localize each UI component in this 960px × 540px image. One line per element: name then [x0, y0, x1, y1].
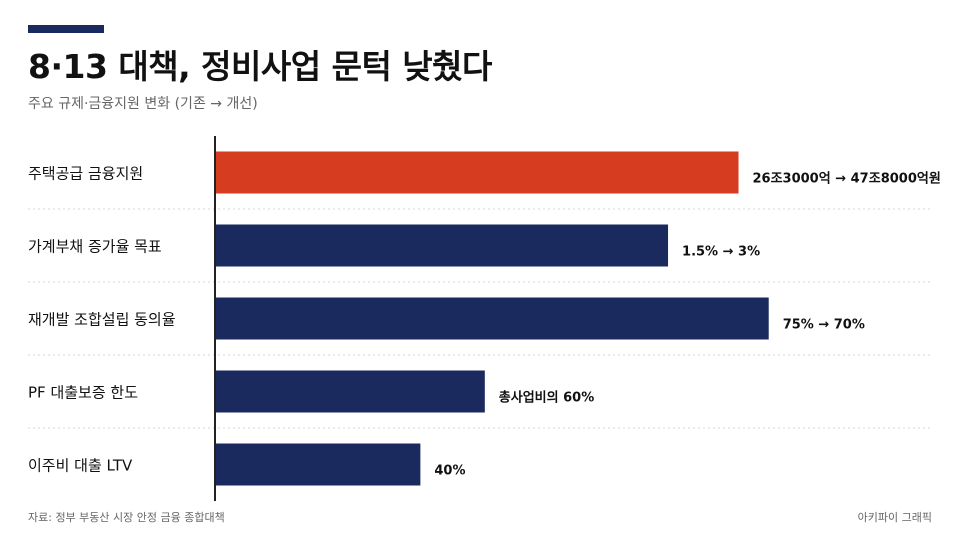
title-accent-bar	[28, 25, 104, 33]
value-label: 1.5% → 3%	[682, 245, 760, 260]
bar	[215, 443, 421, 486]
value-label: 총사업비의 60%	[499, 390, 594, 406]
category-label: 재개발 조합설립 동의율	[28, 311, 176, 329]
category-label: PF 대출보증 한도	[28, 384, 138, 402]
category-label: 주택공급 금융지원	[28, 165, 143, 183]
category-label: 이주비 대출 LTV	[28, 457, 133, 475]
value-label: 75% → 70%	[783, 318, 865, 333]
bar	[215, 370, 485, 413]
credit-note: 아키파이 그래픽	[857, 511, 932, 524]
source-note: 자료: 정부 부동산 시장 안정 금융 종합대책	[28, 511, 225, 524]
page-subtitle: 주요 규제·금융지원 변화 (기존 → 개선)	[28, 96, 258, 112]
page-title: 8·13 대책, 정비사업 문턱 낮췄다	[28, 47, 492, 86]
bar	[215, 224, 669, 267]
value-label: 40%	[434, 464, 465, 479]
category-label: 가계부채 증가율 목표	[28, 238, 162, 256]
bar	[215, 297, 769, 340]
value-label: 26조3000억 → 47조8000억원	[753, 172, 941, 187]
bar	[215, 151, 739, 194]
